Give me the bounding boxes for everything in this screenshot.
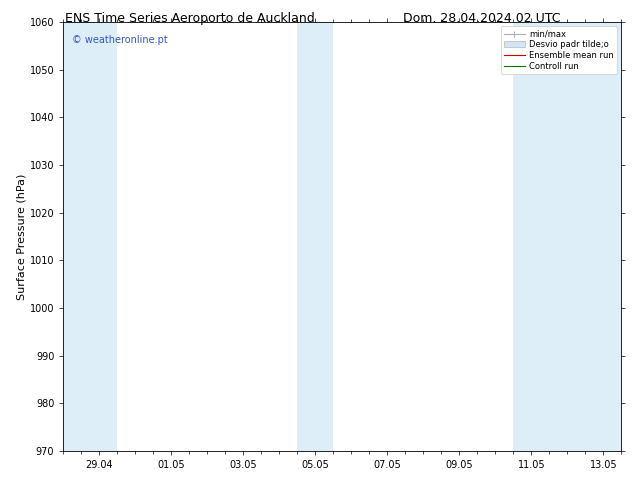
- Text: Dom. 28.04.2024 02 UTC: Dom. 28.04.2024 02 UTC: [403, 12, 560, 25]
- Bar: [63, 22, 117, 451]
- Text: © weatheronline.pt: © weatheronline.pt: [72, 35, 167, 45]
- Y-axis label: Surface Pressure (hPa): Surface Pressure (hPa): [17, 173, 27, 299]
- Text: ENS Time Series Aeroporto de Auckland: ENS Time Series Aeroporto de Auckland: [65, 12, 315, 25]
- Legend: min/max, Desvio padr tilde;o, Ensemble mean run, Controll run: min/max, Desvio padr tilde;o, Ensemble m…: [501, 26, 617, 74]
- Bar: [514, 22, 621, 451]
- Bar: [297, 22, 333, 451]
